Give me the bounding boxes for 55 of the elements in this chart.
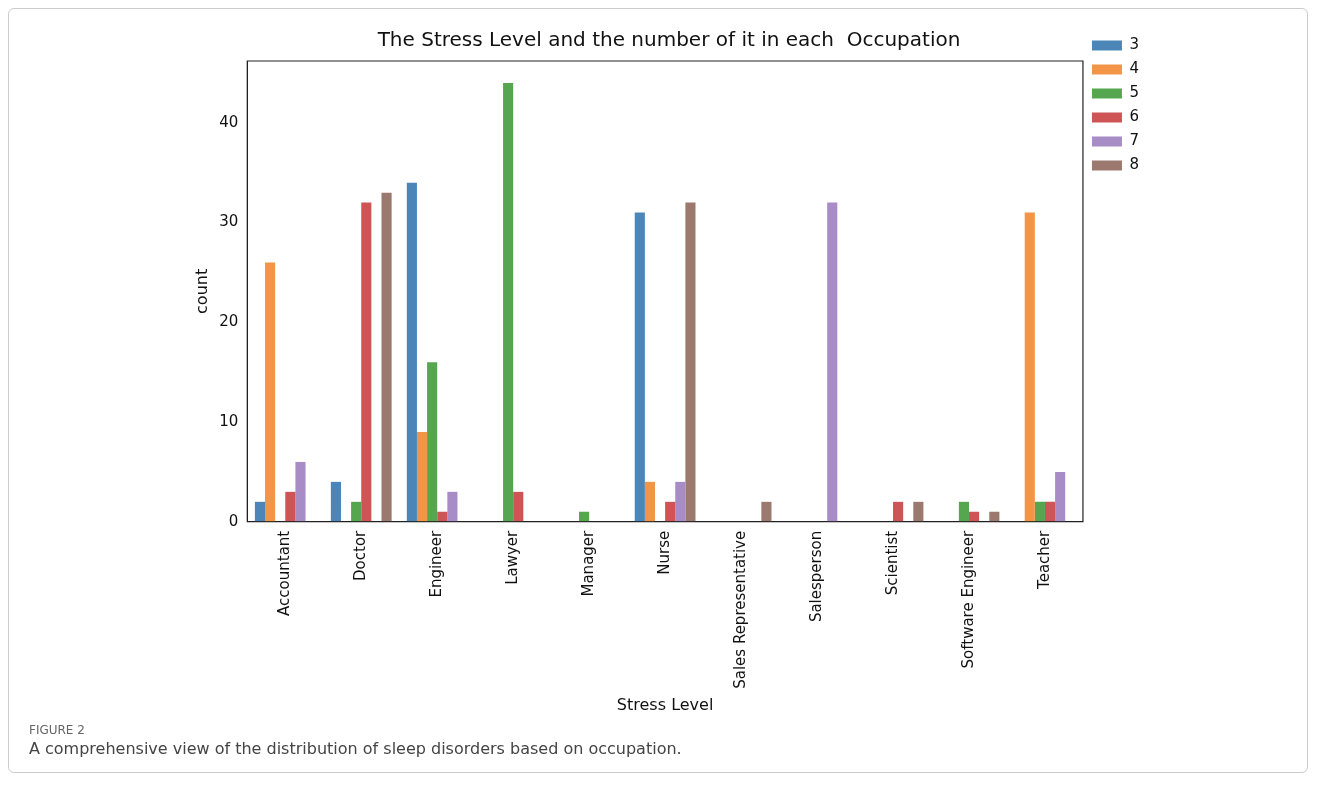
x-tick-label: Salesperson [806, 530, 825, 623]
text: A comprehensive view of the distribution of sleep disorders based on occupation. [28, 739, 683, 758]
legend-label: 7 [1129, 131, 1139, 150]
bar [351, 501, 362, 522]
x-tick-label: Software Engineer [958, 529, 977, 669]
x-axis-title: Stress Level [616, 694, 714, 714]
bar [685, 202, 696, 522]
bar [447, 491, 458, 522]
caption: FIGURE 2 [28, 723, 86, 737]
x-tick-label: Accountant [275, 530, 294, 616]
bar [1034, 501, 1045, 522]
y-tick-label: 10 [219, 411, 239, 430]
bar [644, 481, 655, 522]
x-tick-label: Sales Representative [730, 530, 749, 689]
bar [513, 491, 524, 522]
bar [675, 481, 686, 522]
bar [1055, 471, 1066, 522]
bar [827, 202, 838, 522]
bar [634, 212, 645, 522]
legend-label: 4 [1129, 59, 1139, 78]
bar [958, 501, 969, 522]
bar [1044, 501, 1056, 522]
x-tick-label: Scientist [882, 530, 901, 596]
bar [361, 202, 372, 522]
legend-label: 3 [1129, 35, 1139, 54]
y-tick-label: 40 [219, 112, 239, 131]
x-tick-label: Nurse [655, 530, 674, 575]
y-tick-label: 30 [219, 212, 239, 231]
bar [265, 262, 276, 522]
bar [503, 82, 514, 522]
legend-label: 8 [1129, 155, 1139, 174]
bar [893, 501, 904, 522]
x-tick-label: Teacher [1034, 529, 1053, 590]
bar [427, 362, 438, 522]
x-tick-label: Doctor [351, 529, 370, 581]
y-tick-label: 20 [219, 312, 239, 331]
bar [285, 491, 296, 522]
y-tick-label: 0 [228, 511, 239, 530]
legend-label: 6 [1129, 107, 1139, 126]
bar [913, 501, 924, 522]
bar [254, 501, 266, 522]
bar [381, 192, 392, 522]
bar [406, 182, 417, 522]
bar [665, 501, 676, 522]
bar [295, 461, 306, 522]
legend-label: 5 [1129, 83, 1139, 102]
y-axis-title: count [191, 268, 211, 314]
bar [416, 432, 428, 522]
bar [761, 501, 772, 522]
x-tick-label: Manager [579, 529, 598, 597]
x-tick-label: Lawyer [503, 529, 522, 585]
bar [1024, 212, 1035, 522]
bar [330, 481, 341, 522]
x-tick-label: Engineer [427, 529, 446, 598]
chart-title: The Stress Level and the number of it in each Occupation [376, 27, 961, 52]
